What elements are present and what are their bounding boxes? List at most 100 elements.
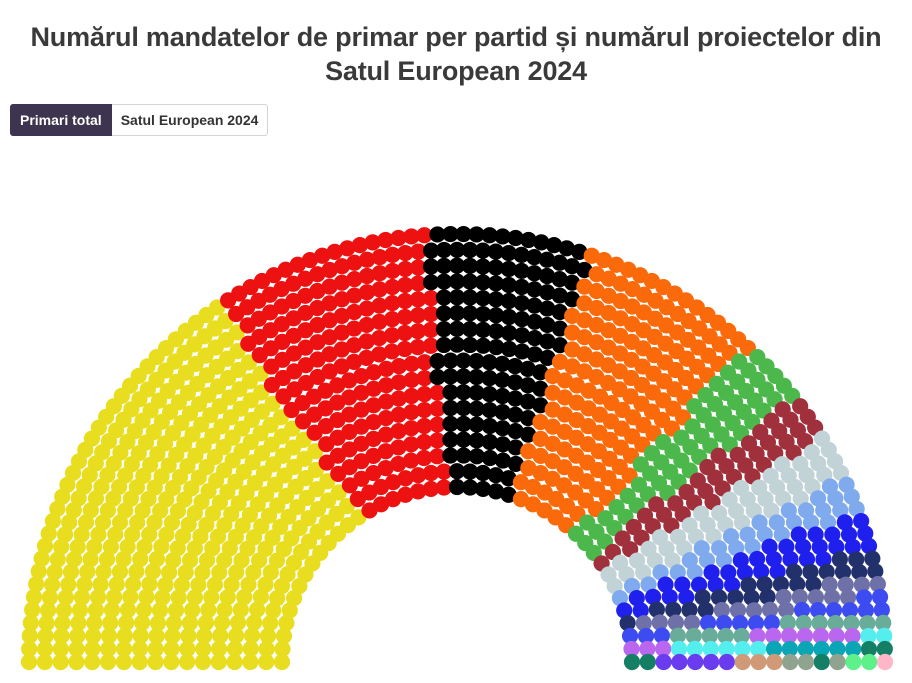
- seat-dot-party-9[interactable]: [860, 537, 878, 555]
- seat-dot-party-1[interactable]: [41, 589, 58, 606]
- seat-dot-party-2[interactable]: [371, 265, 388, 282]
- seat-dot-party-3[interactable]: [532, 397, 549, 414]
- seat-dot-party-3[interactable]: [475, 337, 492, 354]
- seat-dot-party-3[interactable]: [487, 291, 505, 308]
- seat-dot-party-2[interactable]: [372, 478, 390, 496]
- seat-dot-party-3[interactable]: [507, 439, 524, 456]
- seat-dot-party-3[interactable]: [435, 305, 453, 322]
- seat-dot-party-1[interactable]: [141, 576, 158, 593]
- seat-dot-party-3[interactable]: [551, 271, 568, 288]
- seat-dot-party-2[interactable]: [422, 464, 440, 482]
- seat-dot-party-2[interactable]: [383, 343, 400, 360]
- seat-dot-party-1[interactable]: [149, 615, 167, 632]
- seat-dot-party-2[interactable]: [422, 337, 439, 354]
- seat-dot-party-3[interactable]: [468, 353, 485, 370]
- seat-dot-party-2[interactable]: [435, 463, 453, 480]
- seat-dot-party-2[interactable]: [358, 333, 375, 350]
- seat-dot-party-2[interactable]: [429, 416, 446, 433]
- seat-dot-party-1[interactable]: [44, 576, 61, 593]
- seat-dot-party-3[interactable]: [501, 324, 518, 342]
- seat-dot-party-2[interactable]: [396, 292, 414, 310]
- seat-dot-party-1[interactable]: [25, 588, 43, 606]
- seat-dot-party-3[interactable]: [474, 305, 492, 323]
- seat-dot-party-1[interactable]: [153, 538, 170, 555]
- seat-dot-party-1[interactable]: [44, 512, 61, 530]
- seat-dot-party-2[interactable]: [341, 372, 358, 389]
- seat-dot-party-17[interactable]: [876, 640, 893, 658]
- seat-dot-party-1[interactable]: [106, 589, 123, 606]
- seat-dot-party-3[interactable]: [551, 254, 568, 271]
- seat-dot-party-3[interactable]: [455, 225, 472, 243]
- seat-dot-party-1[interactable]: [179, 653, 196, 671]
- seat-dot-party-1[interactable]: [95, 563, 112, 580]
- seat-dot-party-3[interactable]: [501, 340, 518, 358]
- seat-dot-party-9[interactable]: [840, 526, 858, 543]
- seat-dot-party-3[interactable]: [500, 244, 517, 262]
- seat-dot-party-1[interactable]: [278, 614, 295, 632]
- seat-dot-party-2[interactable]: [365, 397, 382, 414]
- seat-dot-party-8[interactable]: [611, 589, 629, 607]
- seat-dot-party-3[interactable]: [513, 262, 530, 280]
- seat-dot-party-9[interactable]: [790, 526, 807, 543]
- seat-dot-party-11[interactable]: [869, 576, 886, 593]
- seat-dot-party-2[interactable]: [353, 435, 370, 452]
- seat-dot-party-3[interactable]: [442, 415, 459, 432]
- seat-dot-party-3[interactable]: [558, 240, 575, 257]
- seat-dot-party-1[interactable]: [111, 563, 129, 580]
- seat-dot-party-8[interactable]: [739, 526, 756, 543]
- seat-dot-party-3[interactable]: [487, 275, 505, 292]
- seat-dot-party-14[interactable]: [796, 627, 814, 645]
- seat-dot-party-9[interactable]: [853, 512, 870, 530]
- seat-dot-party-12[interactable]: [793, 601, 811, 619]
- seat-dot-party-3[interactable]: [551, 287, 568, 304]
- seat-dot-party-2[interactable]: [409, 275, 427, 292]
- seat-dot-party-1[interactable]: [273, 653, 291, 671]
- seat-dot-party-1[interactable]: [68, 640, 85, 658]
- seat-dot-party-3[interactable]: [422, 274, 440, 291]
- seat-dot-party-19[interactable]: [750, 653, 767, 671]
- seat-dot-party-1[interactable]: [206, 576, 224, 593]
- seat-dot-party-1[interactable]: [90, 526, 107, 543]
- seat-dot-party-1[interactable]: [71, 602, 89, 619]
- seat-dot-party-2[interactable]: [390, 422, 407, 440]
- seat-dot-party-2[interactable]: [346, 254, 363, 271]
- seat-dot-party-1[interactable]: [86, 614, 103, 632]
- seat-dot-party-3[interactable]: [474, 290, 492, 307]
- seat-dot-party-2[interactable]: [333, 291, 350, 308]
- seat-dot-party-1[interactable]: [259, 627, 277, 645]
- seat-dot-party-13[interactable]: [669, 627, 686, 644]
- seat-dot-party-10[interactable]: [772, 576, 790, 593]
- seat-dot-party-3[interactable]: [481, 433, 498, 451]
- seat-dot-party-1[interactable]: [147, 640, 164, 658]
- seat-dot-party-15[interactable]: [734, 640, 751, 658]
- seat-dot-party-14[interactable]: [781, 627, 798, 644]
- seat-dot-party-1[interactable]: [119, 601, 137, 618]
- seat-dot-party-3[interactable]: [571, 243, 588, 260]
- seat-dot-party-11[interactable]: [775, 588, 792, 606]
- seat-dot-party-13[interactable]: [701, 627, 718, 644]
- seat-dot-party-2[interactable]: [321, 346, 338, 363]
- seat-dot-party-9[interactable]: [736, 564, 754, 581]
- seat-dot-party-20[interactable]: [797, 653, 815, 671]
- seat-dot-party-1[interactable]: [122, 588, 139, 606]
- seat-dot-party-4[interactable]: [544, 367, 561, 385]
- seat-dot-party-2[interactable]: [403, 371, 420, 389]
- seat-dot-party-2[interactable]: [384, 246, 401, 263]
- seat-dot-party-3[interactable]: [442, 225, 459, 243]
- seat-dot-party-2[interactable]: [358, 349, 375, 366]
- seat-dot-party-18[interactable]: [671, 653, 688, 671]
- seat-dot-party-3[interactable]: [538, 267, 556, 285]
- seat-dot-party-21[interactable]: [845, 653, 862, 671]
- seat-dot-party-1[interactable]: [190, 576, 207, 593]
- seat-dot-party-2[interactable]: [321, 278, 338, 295]
- seat-dot-party-1[interactable]: [252, 588, 269, 605]
- seat-dot-party-21[interactable]: [861, 653, 878, 671]
- seat-dot-party-20[interactable]: [782, 653, 799, 671]
- seat-dot-party-8[interactable]: [686, 564, 703, 581]
- seat-dot-party-2[interactable]: [410, 467, 427, 484]
- seat-dot-party-1[interactable]: [138, 588, 155, 605]
- seat-dot-party-1[interactable]: [118, 614, 135, 631]
- seat-dot-party-3[interactable]: [474, 258, 492, 275]
- seat-dot-party-2[interactable]: [346, 287, 363, 304]
- seat-dot-party-3[interactable]: [481, 385, 498, 403]
